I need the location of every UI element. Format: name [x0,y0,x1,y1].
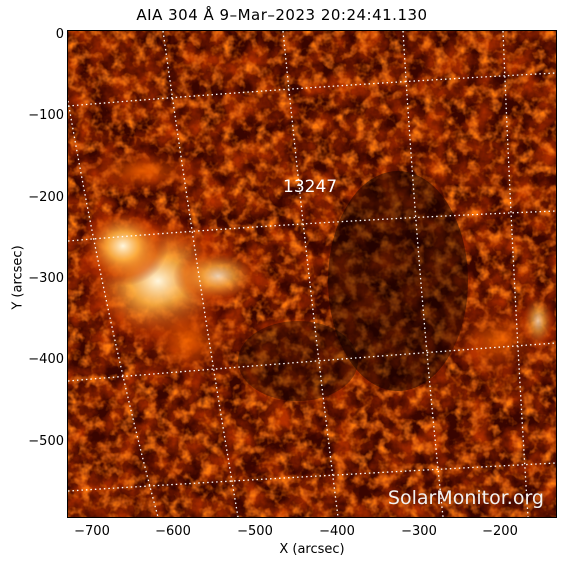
y-tick-label: −200 [28,190,64,205]
x-tick-label: −600 [155,524,191,539]
active-region-label: 13247 [283,177,338,197]
y-tick-label: −300 [28,271,64,286]
grid-line [402,31,444,517]
y-tick-label: −100 [28,108,64,123]
watermark: SolarMonitor.org [387,487,544,509]
aia-304-image [68,31,556,517]
y-tick-label: −400 [28,352,64,367]
y-tick-label: −500 [28,434,64,449]
heliographic-grid [68,31,556,517]
bright-plage [173,246,263,306]
dark-region [328,171,468,391]
grid-line [502,31,529,517]
x-tick-label: −400 [319,524,355,539]
x-tick-label: −200 [482,524,518,539]
solar-image-plot[interactable]: 13247 SolarMonitor.org [67,30,557,518]
plage-glow [133,296,243,386]
x-tick-label: −700 [74,524,110,539]
x-tick-label: −500 [237,524,273,539]
bright-point [520,291,556,351]
plage-arc [73,146,213,196]
grid-line [282,31,339,517]
x-tick-label: −300 [401,524,437,539]
dark-region [238,321,358,401]
y-tick-label: 0 [55,27,64,42]
y-axis-label: Y (arcsec) [10,245,26,310]
bright-plage [78,206,168,286]
image-title: AIA 304 Å 9–Mar–2023 20:24:41.130 [136,6,428,24]
x-axis-label: X (arcsec) [279,542,345,557]
